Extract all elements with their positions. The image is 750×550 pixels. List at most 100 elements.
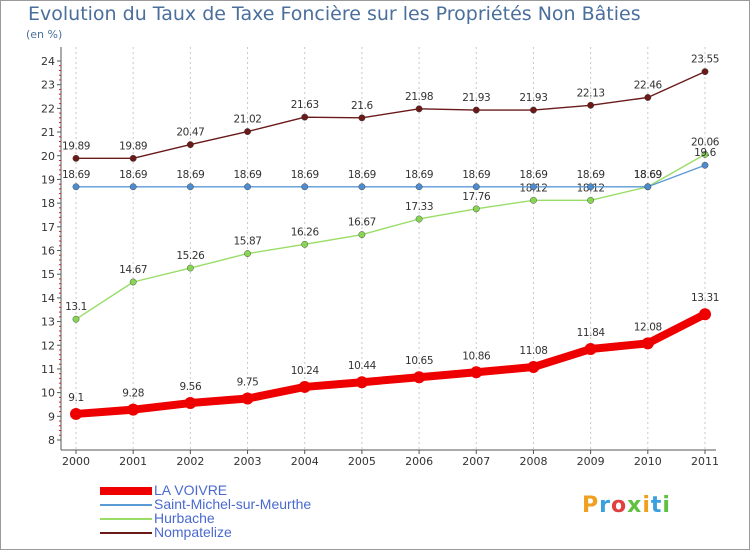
logo-letter: i [642, 493, 651, 518]
data-label: 18.69 [634, 169, 662, 181]
data-point [644, 94, 652, 101]
data-point [584, 343, 597, 356]
data-label: 18.69 [291, 169, 319, 181]
legend-item: LA VOIVRE [100, 482, 400, 498]
data-point [415, 105, 423, 113]
x-tick-label: 2004 [291, 455, 319, 468]
x-tick-label: 2003 [234, 455, 262, 468]
data-point [70, 407, 82, 420]
data-label: 11.08 [519, 345, 547, 357]
data-label: 13.31 [691, 292, 719, 304]
y-tick-label: 11 [41, 363, 55, 376]
data-point [644, 183, 652, 191]
data-label: 10.65 [405, 355, 433, 367]
data-point [244, 250, 251, 257]
y-tick-label: 24 [41, 55, 55, 68]
chart-unit: (en %) [26, 28, 63, 41]
logo-letter: P [582, 493, 600, 518]
data-point [129, 154, 137, 162]
legend-swatch [100, 504, 152, 506]
y-tick-label: 15 [41, 268, 55, 281]
data-label: 18.69 [348, 169, 376, 181]
data-point [527, 361, 540, 374]
data-point [587, 101, 595, 109]
data-label: 19.89 [119, 140, 147, 152]
data-label: 16.67 [348, 217, 376, 229]
series-line [75, 70, 706, 160]
y-tick-label: 12 [41, 339, 55, 352]
data-point [301, 183, 309, 191]
series-line [75, 153, 706, 320]
data-label: 10.86 [462, 350, 491, 362]
y-tick-label: 13 [41, 316, 55, 329]
data-point [587, 196, 595, 204]
data-point [415, 183, 423, 191]
series-line [75, 164, 706, 188]
y-tick-label: 16 [41, 245, 55, 258]
data-label: 20.06 [691, 136, 720, 148]
data-label: 10.44 [348, 360, 377, 372]
data-label: 21.93 [462, 92, 490, 104]
logo-letter: i [662, 493, 671, 518]
data-label: 18.69 [234, 169, 262, 181]
data-label: 15.87 [234, 236, 262, 248]
data-point [72, 315, 80, 323]
data-label: 21.93 [519, 92, 547, 104]
data-point [358, 231, 366, 239]
data-point [530, 196, 537, 204]
x-tick-label: 2000 [62, 455, 90, 468]
data-point [241, 392, 254, 405]
data-point [701, 161, 709, 169]
data-point [298, 380, 311, 393]
data-point [701, 150, 709, 158]
y-tick-label: 19 [41, 173, 55, 186]
data-point [184, 397, 197, 410]
data-label: 21.63 [291, 99, 319, 111]
logo-letter: r [599, 493, 611, 518]
y-tick-label: 17 [41, 221, 55, 234]
y-tick-label: 21 [41, 126, 55, 139]
data-point [129, 278, 137, 286]
y-tick-label: 18 [41, 197, 55, 210]
data-point [415, 215, 423, 223]
x-tick-label: 2006 [405, 455, 433, 468]
line-chart: 8 9 10 11 12 13 14 15 16 17 18 19 20 21 22 23 24 2000 2001… [41, 47, 720, 468]
data-label: 17.76 [462, 191, 491, 203]
data-label: 18.69 [462, 169, 490, 181]
data-point [472, 106, 480, 114]
logo-letter: o [610, 493, 628, 518]
chart-title: Evolution du Taux de Taxe Foncière sur l… [28, 3, 641, 25]
data-label: 9.28 [122, 388, 144, 400]
legend-label: Saint-Michel-sur-Meurthe [154, 496, 312, 512]
data-label: 18.69 [577, 169, 605, 181]
data-label: 11.84 [577, 327, 606, 339]
y-tick-label: 20 [41, 150, 55, 163]
y-tick-label: 22 [41, 102, 55, 115]
data-point [701, 68, 709, 76]
y-tick-label: 23 [41, 79, 55, 92]
data-point [301, 240, 309, 248]
legend-label: Nompatelize [154, 524, 232, 540]
data-label: 12.08 [634, 321, 662, 333]
data-point [641, 337, 654, 350]
y-tick-label: 9 [48, 410, 55, 423]
data-point [355, 376, 368, 389]
data-point [186, 264, 194, 272]
y-tick-label: 14 [41, 292, 55, 305]
logo-letter: t [650, 493, 663, 518]
data-point [530, 183, 537, 191]
x-tick-label: 2008 [519, 455, 547, 468]
data-point [186, 141, 194, 149]
data-point [301, 113, 309, 121]
x-tick-label: 2011 [691, 455, 719, 468]
data-label: 18.69 [176, 169, 204, 181]
data-point [699, 308, 711, 321]
data-label: 19.89 [62, 140, 90, 152]
data-point [127, 403, 140, 416]
x-tick-label: 2009 [577, 455, 605, 468]
x-tick-label: 2010 [634, 455, 662, 468]
x-tick-label: 2002 [176, 455, 204, 468]
data-point [186, 183, 194, 191]
data-label: 20.47 [176, 127, 204, 139]
